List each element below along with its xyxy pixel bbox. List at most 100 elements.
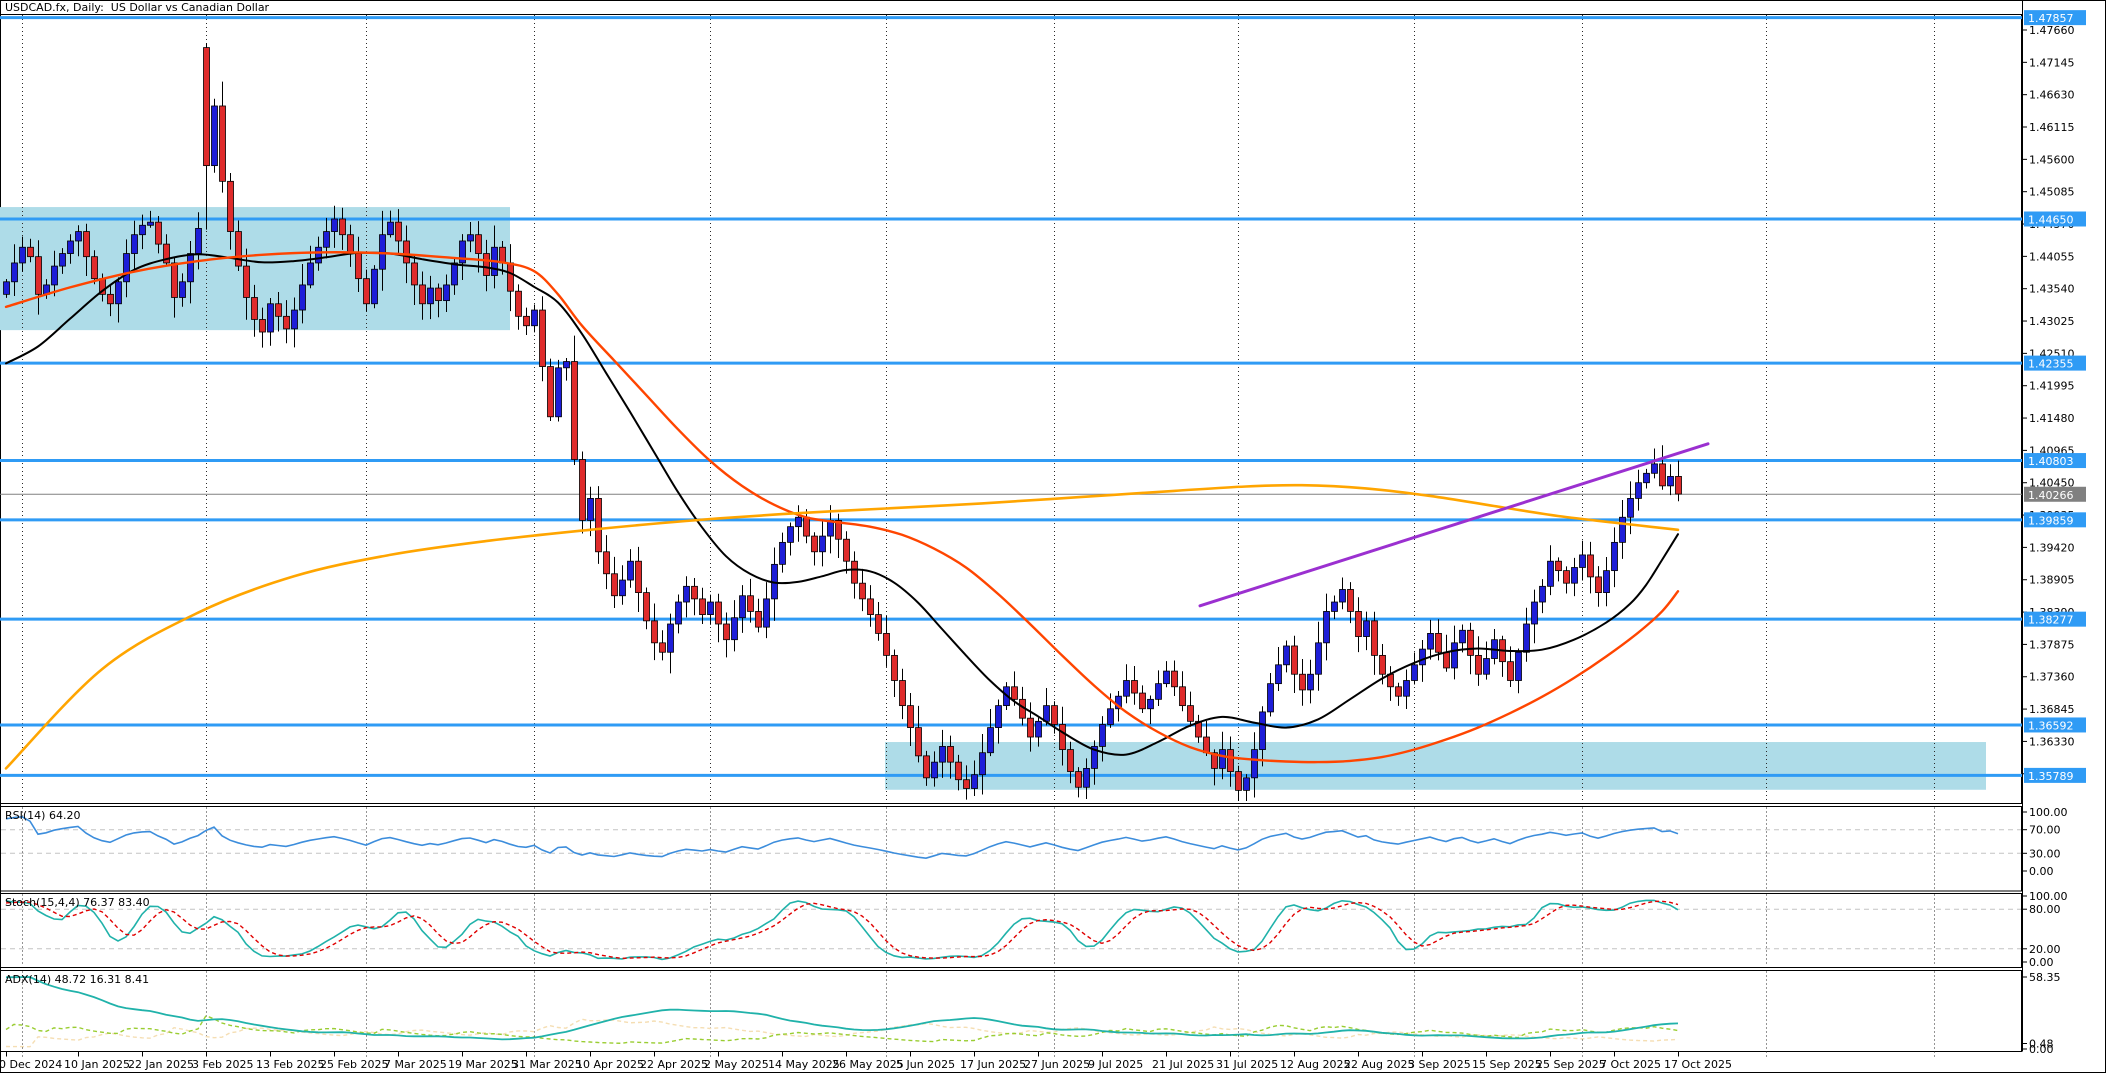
axis-label: 26 May 2025 [832, 1058, 904, 1071]
candle-bull [459, 240, 466, 264]
candle-bear [899, 680, 906, 707]
candle-bull [971, 774, 978, 789]
candle-bull [187, 253, 194, 283]
candle-bull [1539, 585, 1546, 603]
rsi-indicator-label: RSI(14) 64.20 [5, 809, 81, 822]
candle-bear [1131, 680, 1138, 694]
candle-bull [987, 727, 994, 754]
candle-bull [1323, 611, 1330, 644]
candle-bull [1267, 683, 1274, 713]
axis-label: 1.47145 [2029, 56, 2075, 69]
candle-bull [195, 228, 202, 254]
candle-bull [3, 281, 10, 295]
supply-demand-zones[interactable] [0, 207, 1986, 790]
candle-bear [643, 592, 650, 622]
candle-bear [579, 459, 586, 521]
candle-bear [1467, 629, 1474, 656]
candle-bull [1043, 705, 1050, 722]
candle-bull [1315, 642, 1322, 675]
candle-bear [171, 262, 178, 298]
ascending-trendline[interactable] [1198, 442, 1710, 608]
candle-bear [651, 620, 658, 644]
candle-bull [11, 262, 18, 283]
candle-bull [1155, 683, 1162, 700]
candle-bull [555, 367, 562, 418]
candle-bull [451, 262, 458, 286]
candle-bear [1203, 736, 1210, 754]
candle-bear [411, 262, 418, 286]
price-level-badge [2024, 767, 2086, 783]
axis-label: 1.39859 [2028, 514, 2074, 527]
axis-label: 70.00 [2029, 824, 2061, 837]
axis-label: 27 Jun 2025 [1024, 1058, 1090, 1071]
axis-label: 1.40450 [2029, 477, 2075, 490]
candle-bull [731, 617, 738, 641]
candle-bear [603, 551, 610, 575]
axis-label: 1.38277 [2028, 614, 2074, 627]
axis-label: 1.36592 [2028, 719, 2074, 732]
axis-label: 1.41995 [2029, 380, 2075, 393]
candle-bear [1555, 560, 1562, 572]
stochastic-panel [1, 899, 2021, 961]
candle-bear [1507, 661, 1514, 681]
price-level-badge [2024, 453, 2086, 469]
indicator-axes: 100.0070.0030.000.00100.0080.0020.000.00… [2022, 806, 2068, 1056]
axis-label: 31 Mar 2025 [512, 1058, 582, 1071]
chart-title: USDCAD.fx, Daily: US Dollar vs Canadian … [5, 1, 270, 14]
axis-label: 0.00 [2029, 956, 2054, 969]
zone-rectangle[interactable] [885, 742, 1986, 790]
candle-bull [315, 246, 322, 264]
candle-bull [1635, 482, 1642, 499]
price-level-badge [2024, 512, 2086, 528]
candle-bull [1411, 664, 1418, 681]
candle-bear [611, 573, 618, 597]
axis-label: 1.42355 [2028, 358, 2074, 371]
axis-label: 3 Feb 2025 [192, 1058, 253, 1071]
price-axis[interactable]: 1.47660 1.47145 1.46630 1.46115 1.45600 1.450… [2022, 10, 2086, 783]
candle-bear [1211, 752, 1218, 769]
axis-label: 1.39420 [2029, 541, 2075, 554]
candle-bear [243, 265, 250, 298]
candle-bear [235, 231, 242, 267]
horizontal-level-lines[interactable] [0, 16, 2022, 777]
candle-bull [123, 253, 130, 283]
candle-bear [1443, 651, 1450, 669]
candle-bear [475, 234, 482, 254]
adx-main-line [5, 976, 1679, 1041]
axis-label: 1.40803 [2028, 455, 2074, 468]
price-level-badge [2024, 211, 2086, 227]
axis-label: 1.45085 [2029, 186, 2075, 199]
candle-bear [355, 253, 362, 280]
candle-bull [147, 221, 154, 226]
axis-label: 22 Aug 2025 [1344, 1058, 1414, 1071]
candle-bear [163, 243, 170, 264]
stoch-indicator-label: Stoch(15,4,4) 76.37 83.40 [5, 896, 150, 909]
candle-bear [1187, 705, 1194, 722]
candle-bull [19, 246, 26, 264]
axis-label: 1.43540 [2029, 283, 2075, 296]
candle-bull [1107, 708, 1114, 725]
candle-bear [915, 727, 922, 757]
candle-bull [1251, 749, 1258, 779]
candle-bear [347, 234, 354, 254]
candle-bull [1531, 601, 1538, 625]
candle-bull [1459, 629, 1466, 644]
candle-bull [1339, 589, 1346, 603]
candle-bear [1291, 645, 1298, 675]
candle-bull [211, 105, 218, 167]
candle-bull [299, 284, 306, 311]
candle-bear [883, 633, 890, 656]
adx-panel [5, 976, 1679, 1048]
candle-bull [1427, 633, 1434, 650]
candle-bull [307, 262, 314, 286]
candle-bull [587, 498, 594, 521]
axis-label: 1.44055 [2029, 250, 2075, 263]
candles-layer [3, 43, 1682, 801]
axis-label: 20.00 [2029, 943, 2061, 956]
stoch-signal-line [5, 900, 1679, 960]
candle-bear [891, 654, 898, 681]
candle-bull [1259, 711, 1266, 750]
candle-bear [571, 361, 578, 460]
axis-label: 1.46115 [2029, 121, 2075, 134]
